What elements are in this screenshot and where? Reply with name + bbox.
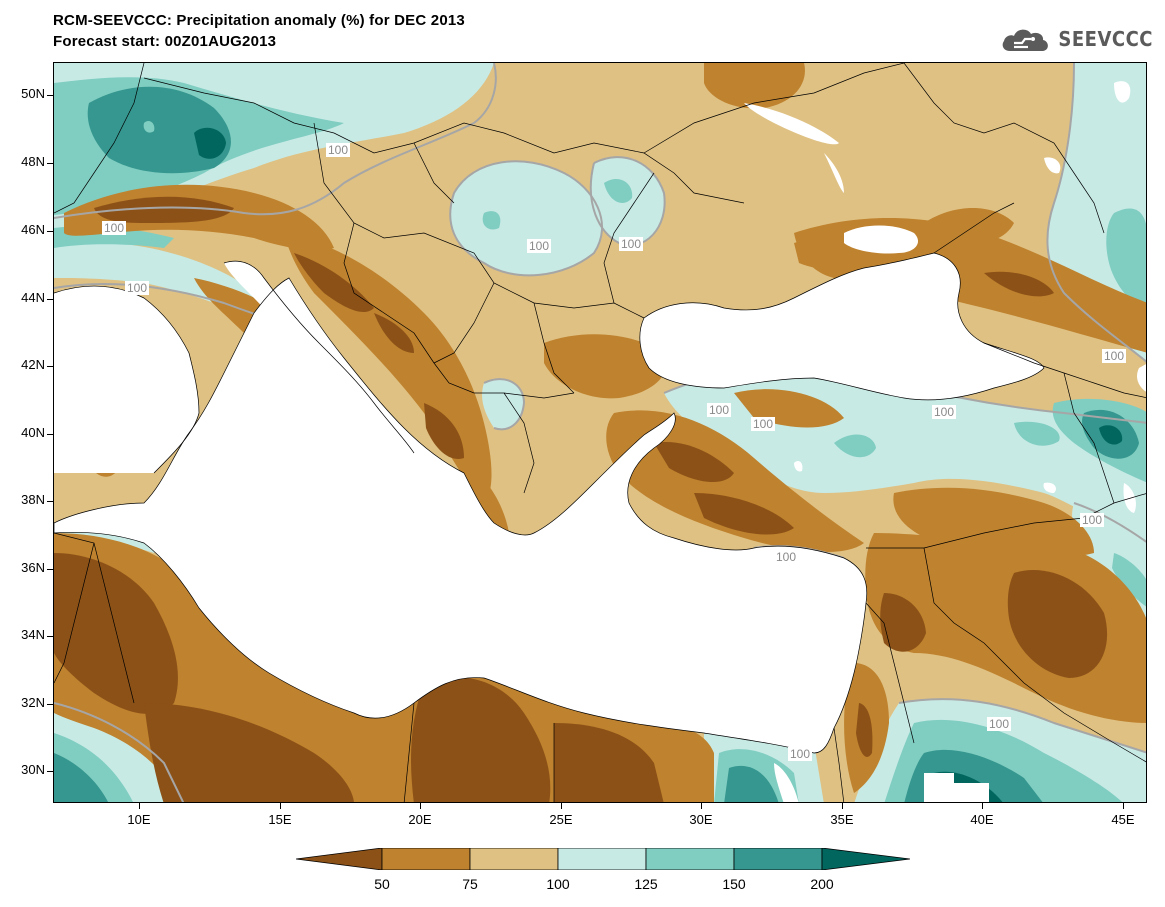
- lon-label: 25E: [549, 812, 573, 827]
- lat-label: 44N: [21, 290, 45, 305]
- lat-label: 38N: [21, 492, 45, 507]
- lat-tick: [47, 501, 53, 502]
- precipitation-anomaly-map: 100 100 100 100 100 100 100 100 100 100 …: [53, 62, 1147, 803]
- lat-tick: [47, 231, 53, 232]
- lon-tick: [1123, 803, 1124, 809]
- lon-label: 15E: [268, 812, 292, 827]
- legend-label: 150: [722, 876, 746, 892]
- contour-label: 100: [932, 405, 957, 419]
- lat-label: 36N: [21, 560, 45, 575]
- lat-tick: [47, 434, 53, 435]
- lat-label: 32N: [21, 695, 45, 710]
- contour-label: 100: [125, 281, 150, 295]
- lat-tick: [47, 704, 53, 705]
- lon-label: 45E: [1111, 812, 1135, 827]
- legend-swatch-150-200: [733, 848, 823, 870]
- lat-label: 40N: [21, 425, 45, 440]
- lon-tick: [982, 803, 983, 809]
- legend-swatch-100-125: [557, 848, 647, 870]
- lon-label: 40E: [970, 812, 994, 827]
- lat-label: 34N: [21, 627, 45, 642]
- color-legend: [296, 848, 910, 870]
- contour-label: 100: [1080, 513, 1105, 527]
- legend-swatch-gt200: [821, 848, 910, 870]
- lon-tick: [701, 803, 702, 809]
- contour-label: 100: [1102, 349, 1127, 363]
- seevccc-logo: SEEVCCC: [1000, 22, 1153, 56]
- cloud-icon: [1003, 29, 1049, 51]
- lon-label: 35E: [830, 812, 854, 827]
- lat-label: 48N: [21, 154, 45, 169]
- logo-text: SEEVCCC: [1058, 27, 1153, 51]
- lat-tick: [47, 569, 53, 570]
- lon-tick: [420, 803, 421, 809]
- lon-tick: [842, 803, 843, 809]
- map-field: [54, 63, 1146, 802]
- legend-label: 125: [634, 876, 658, 892]
- legend-swatch-lt50: [296, 848, 383, 870]
- legend-swatch-75-100: [469, 848, 559, 870]
- contour-label: 100: [987, 717, 1012, 731]
- contour-label: 100: [619, 237, 644, 251]
- lat-tick: [47, 636, 53, 637]
- lon-label: 20E: [408, 812, 432, 827]
- lat-label: 50N: [21, 86, 45, 101]
- lat-tick: [47, 95, 53, 96]
- lon-tick: [139, 803, 140, 809]
- forecast-start-label: Forecast start: 00Z01AUG2013: [53, 33, 277, 50]
- lat-tick: [47, 366, 53, 367]
- legend-label: 100: [546, 876, 570, 892]
- legend-label: 75: [462, 876, 478, 892]
- legend-label: 50: [374, 876, 390, 892]
- contour-label: 100: [751, 417, 776, 431]
- legend-label: 200: [810, 876, 834, 892]
- lon-tick: [561, 803, 562, 809]
- legend-swatch-50-75: [381, 848, 471, 870]
- lat-tick: [47, 771, 53, 772]
- lat-label: 42N: [21, 357, 45, 372]
- contour-label: 100: [788, 747, 813, 761]
- lat-label: 46N: [21, 222, 45, 237]
- lon-label: 10E: [127, 812, 151, 827]
- map-title: RCM-SEEVCCC: Precipitation anomaly (%) f…: [53, 12, 465, 29]
- lon-label: 30E: [689, 812, 713, 827]
- contour-label: 100: [707, 403, 732, 417]
- lat-tick: [47, 163, 53, 164]
- contour-label: 100: [774, 550, 799, 564]
- lat-label: 30N: [21, 762, 45, 777]
- lon-tick: [280, 803, 281, 809]
- lat-tick: [47, 299, 53, 300]
- contour-label: 100: [326, 143, 351, 157]
- legend-swatch-125-150: [645, 848, 735, 870]
- contour-label: 100: [102, 221, 127, 235]
- contour-label: 100: [527, 239, 552, 253]
